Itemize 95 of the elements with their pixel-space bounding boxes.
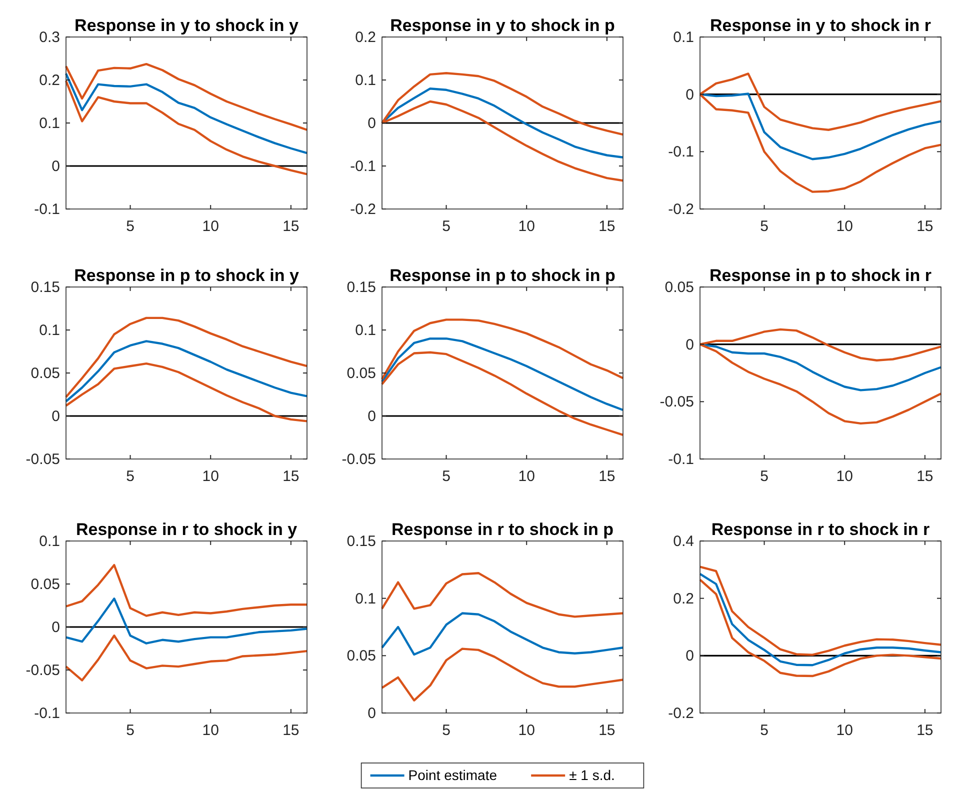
y-tick-label: -0.2 xyxy=(350,201,376,218)
y-tick-label: 0.15 xyxy=(346,533,376,550)
y-tick-label: 0.1 xyxy=(39,533,60,550)
x-tick-label: 10 xyxy=(518,722,535,739)
y-tick-label: 0.2 xyxy=(673,590,694,608)
line-series xyxy=(698,578,942,678)
y-tick-label: 0.15 xyxy=(30,279,60,296)
x-tick-label: 15 xyxy=(282,722,300,739)
y-tick-label: -0.2 xyxy=(668,201,694,218)
y-tick-label: -0.2 xyxy=(668,705,694,722)
y-tick-label: 0.4 xyxy=(673,533,694,550)
line-series xyxy=(380,572,624,618)
x-tick-label: 15 xyxy=(598,468,616,485)
x-tick-label: 15 xyxy=(282,218,300,235)
x-tick-label: 10 xyxy=(202,722,219,739)
y-tick-label: -0.05 xyxy=(26,662,60,679)
y-tick-label: -0.05 xyxy=(26,451,60,468)
x-tick-label: 15 xyxy=(916,468,934,485)
chart-title: Response in r to shock in p xyxy=(392,520,614,539)
x-tick-label: 15 xyxy=(282,468,300,485)
y-tick-label: -0.1 xyxy=(668,451,694,468)
x-tick-label: 15 xyxy=(916,218,934,235)
y-tick-label: 0.1 xyxy=(355,590,376,608)
x-tick-label: 5 xyxy=(760,218,768,235)
y-tick-label: 0.05 xyxy=(30,365,60,382)
legend-label: ± 1 s.d. xyxy=(569,767,615,783)
y-tick-label: -0.1 xyxy=(350,158,376,175)
line-series xyxy=(64,62,308,131)
x-tick-label: 10 xyxy=(202,218,219,235)
y-tick-label: 0.05 xyxy=(30,576,60,593)
chart-title: Response in r to shock in y xyxy=(76,520,298,539)
x-tick-label: 5 xyxy=(760,468,768,485)
y-tick-label: -0.1 xyxy=(34,705,60,722)
line-series xyxy=(64,72,308,154)
y-tick-label: 0.1 xyxy=(673,29,694,46)
y-tick-label: -0.05 xyxy=(660,394,694,411)
chart-title: Response in p to shock in p xyxy=(390,266,616,285)
line-series xyxy=(64,340,308,402)
chart-title: Response in r to shock in r xyxy=(711,520,930,539)
line-series xyxy=(64,598,308,644)
chart-title: Response in p to shock in y xyxy=(74,266,300,285)
chart-title: Response in y to shock in p xyxy=(390,16,615,35)
x-tick-label: 5 xyxy=(760,722,768,739)
y-tick-label: 0.1 xyxy=(39,322,60,339)
chart-title: Response in p to shock in r xyxy=(710,266,932,285)
y-tick-label: 0 xyxy=(686,86,694,104)
x-tick-label: 15 xyxy=(598,722,616,739)
x-tick-label: 5 xyxy=(442,722,450,739)
x-tick-label: 5 xyxy=(442,468,450,485)
y-tick-label: 0 xyxy=(52,619,60,636)
y-tick-label: 0 xyxy=(368,705,376,722)
y-tick-label: 0 xyxy=(52,158,60,175)
x-tick-label: 10 xyxy=(836,722,853,739)
y-tick-label: 0.05 xyxy=(346,365,376,382)
y-tick-label: 0.15 xyxy=(346,279,376,296)
y-tick-label: 0 xyxy=(686,336,694,354)
y-tick-label: -0.1 xyxy=(668,144,694,161)
chart-title: Response in y to shock in r xyxy=(710,16,932,35)
y-tick-label: 0.05 xyxy=(346,648,376,665)
x-tick-label: 10 xyxy=(836,468,853,485)
y-tick-label: 0.2 xyxy=(355,29,376,46)
line-series xyxy=(698,566,942,656)
line-series xyxy=(64,80,308,176)
y-tick-label: 0.1 xyxy=(355,322,376,339)
x-tick-label: 10 xyxy=(836,218,853,235)
x-tick-label: 5 xyxy=(126,468,134,485)
y-tick-label: 0 xyxy=(52,408,60,425)
x-tick-label: 15 xyxy=(598,218,616,235)
y-tick-label: 0.1 xyxy=(355,72,376,89)
y-tick-label: 0 xyxy=(368,115,376,132)
y-tick-label: -0.05 xyxy=(342,451,376,468)
line-series xyxy=(64,362,308,422)
x-tick-label: 15 xyxy=(916,722,934,739)
x-tick-label: 5 xyxy=(126,218,134,235)
y-tick-label: 0.1 xyxy=(39,115,60,132)
y-tick-label: 0.2 xyxy=(39,72,60,89)
chart-title: Response in y to shock in y xyxy=(74,16,299,35)
y-tick-label: -0.1 xyxy=(34,201,60,218)
line-series xyxy=(380,612,624,656)
line-series xyxy=(698,572,942,666)
line-series xyxy=(380,648,624,702)
x-tick-label: 5 xyxy=(442,218,450,235)
y-tick-label: 0.3 xyxy=(39,29,60,46)
y-tick-label: 0.05 xyxy=(664,279,694,296)
line-series xyxy=(64,634,308,682)
legend-label: Point estimate xyxy=(408,767,498,783)
x-tick-label: 10 xyxy=(202,468,219,485)
line-series xyxy=(380,338,624,412)
y-tick-label: 0 xyxy=(686,648,694,665)
line-series xyxy=(64,316,308,398)
line-series xyxy=(64,564,308,617)
x-tick-label: 10 xyxy=(518,218,535,235)
y-tick-label: 0 xyxy=(368,408,376,425)
x-tick-label: 10 xyxy=(518,468,535,485)
x-tick-label: 5 xyxy=(126,722,134,739)
